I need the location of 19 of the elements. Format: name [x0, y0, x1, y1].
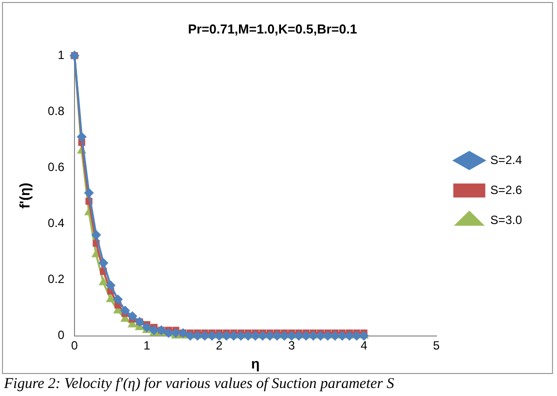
caption: Figure 2: Velocity f′(η) for various values of Suction parameter S — [4, 376, 394, 393]
y-tick-label: 1 — [58, 48, 65, 62]
y-tick-label: 0.2 — [48, 272, 65, 286]
chart-title: Pr=0.71,M=1.0,K=0.5,Br=0.1 — [188, 21, 358, 36]
x-tick-label: 2 — [216, 338, 223, 352]
y-axis-title: f'(η) — [16, 182, 32, 209]
y-tick-label: 0.8 — [48, 104, 65, 118]
x-axis-title: η — [251, 355, 260, 372]
y-tick-label: 0.6 — [48, 160, 65, 174]
y-tick-label: 0 — [58, 328, 65, 342]
legend-label: S=2.4 — [490, 152, 522, 167]
y-tick-label: 0.4 — [48, 216, 65, 230]
legend-label: S=3.0 — [490, 212, 522, 227]
x-tick-label: 5 — [432, 338, 440, 352]
x-tick-label: 1 — [144, 338, 151, 352]
legend-label: S=2.6 — [490, 182, 522, 197]
x-tick-label: 3 — [288, 338, 296, 352]
x-tick-label: 0 — [71, 338, 78, 352]
x-tick-label: 4 — [360, 338, 368, 352]
